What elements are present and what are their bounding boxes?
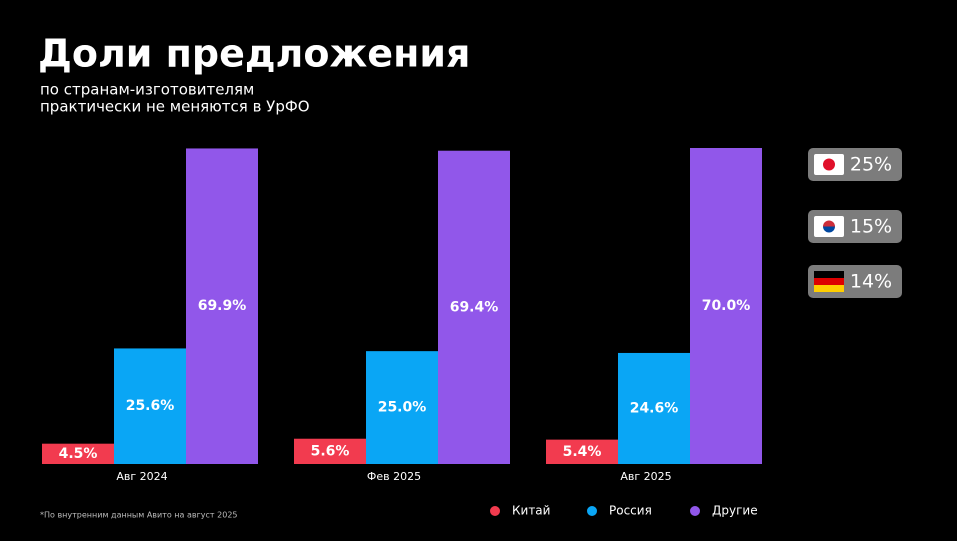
value-label: 70.0%	[702, 298, 751, 314]
badge-label: 15%	[850, 216, 892, 238]
legend-marker	[690, 506, 700, 516]
value-label: 5.4%	[563, 444, 602, 460]
chart-title: Доли предложения	[38, 32, 470, 76]
value-label: 69.9%	[198, 298, 247, 314]
legend-label: Китай	[512, 504, 550, 518]
bar	[42, 443, 114, 464]
bar	[618, 352, 690, 464]
x-tick-label: Авг 2024	[116, 470, 167, 483]
flag-korea-top	[823, 220, 835, 227]
bar	[114, 348, 186, 464]
badge-label: 14%	[850, 271, 892, 293]
legend-label: Россия	[609, 504, 652, 518]
flag-germany-gold	[814, 285, 844, 292]
bar	[546, 439, 618, 464]
value-label: 24.6%	[630, 400, 679, 416]
badge: 14%	[808, 265, 902, 298]
bar	[690, 148, 762, 464]
value-label: 25.6%	[126, 398, 175, 414]
legend-marker	[587, 506, 597, 516]
value-label: 25.0%	[378, 400, 427, 416]
subtitle: по странам-изготовителям	[40, 81, 254, 99]
flag-japan-sun	[823, 158, 835, 171]
badge: 15%	[808, 210, 902, 243]
bar	[186, 148, 258, 465]
value-label: 4.5%	[59, 446, 98, 462]
flag-germany-red	[814, 278, 844, 285]
footnote: *По внутренним данным Авито на август 20…	[40, 511, 238, 520]
badge: 25%	[808, 148, 902, 181]
flag-germany-black	[814, 271, 844, 278]
subtitle: практически не меняются в УрФО	[40, 98, 310, 116]
value-label: 69.4%	[450, 299, 499, 315]
bar	[438, 150, 510, 465]
legend-marker	[490, 506, 500, 516]
bar	[294, 438, 366, 464]
bar	[366, 351, 438, 464]
legend-label: Другие	[712, 504, 758, 518]
x-tick-label: Авг 2025	[620, 470, 671, 483]
badge-label: 25%	[850, 154, 892, 176]
flag-korea-bottom	[823, 226, 835, 233]
value-label: 5.6%	[311, 443, 350, 459]
x-tick-label: Фев 2025	[367, 470, 421, 483]
